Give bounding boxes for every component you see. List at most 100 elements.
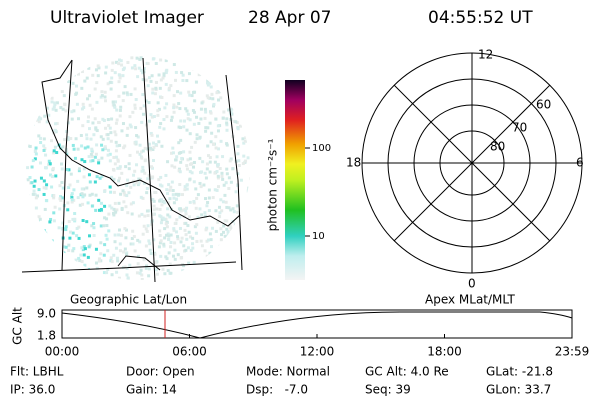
pixel bbox=[149, 252, 153, 256]
pixel bbox=[230, 247, 234, 251]
pixel bbox=[98, 176, 102, 180]
pixel bbox=[60, 167, 64, 171]
pixel bbox=[82, 175, 86, 179]
pixel bbox=[192, 180, 196, 184]
pixel bbox=[246, 237, 250, 241]
pixel bbox=[237, 101, 241, 105]
pixel bbox=[176, 253, 180, 257]
pixel bbox=[216, 185, 220, 189]
pixel bbox=[215, 155, 219, 159]
pixel bbox=[97, 158, 101, 162]
pixel bbox=[244, 124, 248, 128]
pixel bbox=[205, 226, 209, 230]
pixel bbox=[245, 81, 249, 85]
pixel bbox=[74, 137, 78, 141]
pixel bbox=[207, 188, 211, 192]
pixel bbox=[32, 69, 36, 73]
pixel bbox=[211, 104, 215, 108]
pixel bbox=[83, 247, 87, 251]
pixel bbox=[44, 166, 48, 170]
pixel bbox=[173, 221, 177, 225]
pixel bbox=[180, 71, 184, 75]
pixel bbox=[86, 145, 90, 149]
pixel bbox=[97, 257, 101, 261]
pixel bbox=[34, 146, 38, 150]
pixel bbox=[209, 77, 213, 81]
pixel bbox=[136, 75, 140, 79]
status-field: Gain: 14 bbox=[126, 383, 177, 397]
pixel bbox=[76, 147, 80, 151]
pixel bbox=[128, 153, 132, 157]
pixel bbox=[75, 234, 79, 238]
pixel bbox=[238, 85, 242, 89]
pixel bbox=[188, 132, 192, 136]
pixel bbox=[90, 58, 94, 62]
pixel bbox=[88, 180, 92, 184]
pixel bbox=[224, 181, 228, 185]
pixel bbox=[197, 73, 201, 77]
pixel bbox=[188, 150, 192, 154]
pixel bbox=[68, 236, 72, 240]
pixel bbox=[227, 70, 231, 74]
pixel bbox=[141, 149, 145, 153]
pixel bbox=[209, 140, 213, 144]
pixel bbox=[152, 141, 156, 145]
pixel bbox=[227, 187, 231, 191]
pixel bbox=[188, 157, 192, 161]
pixel bbox=[151, 198, 155, 202]
x-tick-label: 18:00 bbox=[427, 345, 462, 359]
pixel bbox=[248, 80, 250, 84]
pixel bbox=[52, 149, 56, 153]
pixel bbox=[113, 240, 117, 244]
pixel bbox=[139, 268, 143, 272]
pixel bbox=[88, 234, 92, 238]
pixel bbox=[144, 78, 148, 82]
pixel bbox=[30, 181, 34, 185]
pixel bbox=[173, 158, 177, 162]
pixel bbox=[213, 171, 217, 175]
pixel bbox=[105, 224, 109, 228]
pixel bbox=[106, 133, 110, 137]
pixel bbox=[130, 56, 134, 60]
pixel bbox=[44, 60, 48, 64]
pixel bbox=[152, 238, 156, 242]
pixel bbox=[162, 72, 166, 76]
pixel bbox=[191, 242, 195, 246]
pixel bbox=[234, 120, 238, 124]
pixel bbox=[122, 200, 126, 204]
pixel bbox=[162, 244, 166, 248]
pixel bbox=[154, 268, 158, 272]
pixel bbox=[45, 106, 49, 110]
pixel bbox=[147, 279, 151, 280]
pixel bbox=[67, 186, 71, 190]
pixel bbox=[240, 102, 244, 106]
pixel bbox=[126, 93, 130, 97]
pixel bbox=[230, 94, 234, 98]
pixel bbox=[145, 186, 149, 190]
pixel bbox=[106, 267, 110, 271]
pixel bbox=[94, 261, 98, 265]
pixel bbox=[77, 256, 81, 260]
pixel bbox=[105, 217, 109, 221]
pixel bbox=[153, 92, 157, 96]
meridian bbox=[142, 57, 156, 283]
pixel bbox=[188, 235, 192, 239]
pixel bbox=[112, 156, 116, 160]
pixel bbox=[211, 65, 215, 69]
pixel bbox=[249, 177, 250, 181]
pixel bbox=[220, 174, 224, 178]
pixel bbox=[158, 207, 162, 211]
pixel bbox=[130, 237, 134, 241]
altitude-axis-title: GC Alt bbox=[11, 307, 25, 345]
pixel bbox=[44, 153, 48, 157]
pixel bbox=[70, 117, 74, 121]
pixel bbox=[39, 234, 43, 238]
pixel bbox=[148, 242, 152, 246]
pixel bbox=[132, 234, 136, 238]
pixel bbox=[199, 107, 203, 111]
pixel bbox=[115, 256, 119, 260]
pixel bbox=[38, 217, 42, 221]
pixel bbox=[123, 193, 127, 197]
pixel bbox=[27, 265, 31, 269]
pixel bbox=[173, 257, 177, 261]
